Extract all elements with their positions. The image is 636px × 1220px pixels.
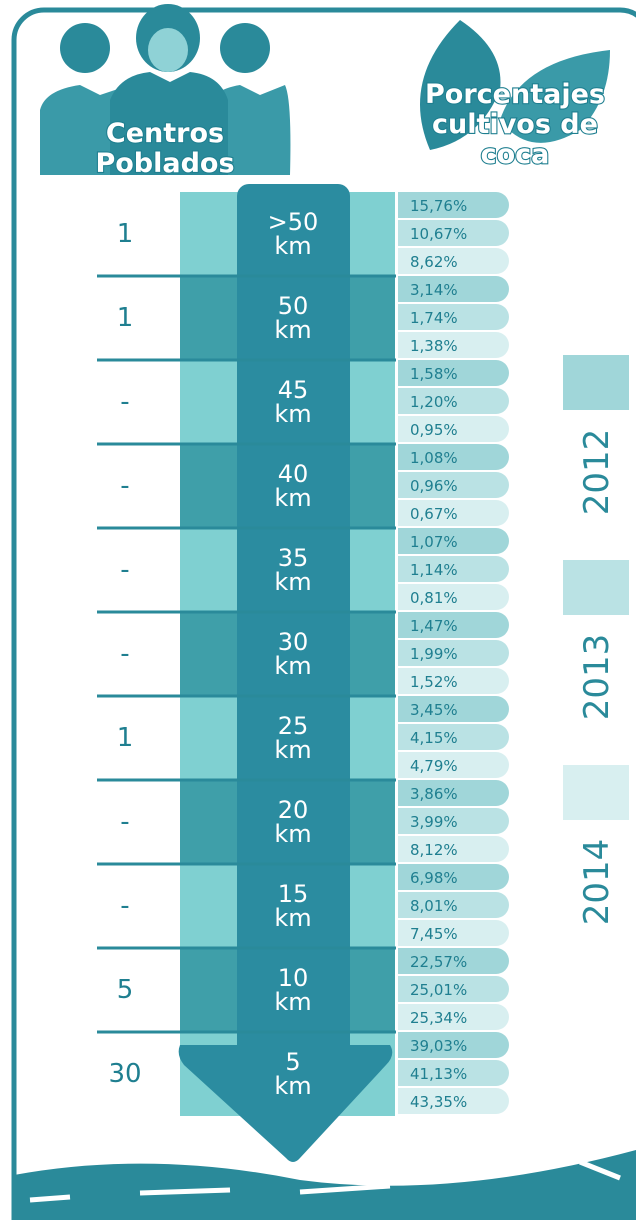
distance-unit: km [274,904,311,932]
distance-unit: km [274,1072,311,1100]
percent-value: 0,95% [410,421,458,439]
percent-value: 43,35% [410,1093,467,1111]
distance-unit: km [274,736,311,764]
percent-value: 8,62% [410,253,458,271]
centros-value: 1 [117,219,134,249]
centros-value: 5 [117,975,134,1005]
percent-value: 0,81% [410,589,458,607]
percent-value: 8,01% [410,897,458,915]
percent-value: 4,79% [410,757,458,775]
distance-unit: km [274,400,311,428]
percent-value: 10,67% [410,225,467,243]
centros-value: 1 [117,723,134,753]
distance-unit: km [274,232,311,260]
percent-value: 3,14% [410,281,458,299]
percent-value: 1,38% [410,337,458,355]
distance-unit: km [274,316,311,344]
right-title: cultivos de [432,109,598,140]
left-title: Poblados [95,148,234,179]
centros-value: - [120,471,129,501]
percent-value: 1,58% [410,365,458,383]
percent-value: 22,57% [410,953,467,971]
legend-year: 2012 [577,429,617,516]
centros-value: 1 [117,303,134,333]
distance-unit: km [274,652,311,680]
distance-unit: km [274,568,311,596]
centros-value: - [120,807,129,837]
percent-value: 3,45% [410,701,458,719]
percent-value: 15,76% [410,197,467,215]
legend-year: 2013 [577,634,617,721]
distance-unit: km [274,484,311,512]
percent-value: 25,34% [410,1009,467,1027]
percent-value: 6,98% [410,869,458,887]
percent-value: 8,12% [410,841,458,859]
percent-value: 1,47% [410,617,458,635]
percent-value: 39,03% [410,1037,467,1055]
legend-year: 2014 [577,839,617,926]
distance-unit: km [274,820,311,848]
legend-swatch [563,765,629,820]
percent-value: 3,99% [410,813,458,831]
percent-value: 41,13% [410,1065,467,1083]
legend-swatch [563,355,629,410]
right-title: coca [481,139,550,170]
centros-value: - [120,891,129,921]
percent-value: 1,74% [410,309,458,327]
left-title: Centros [106,118,224,149]
percent-value: 1,07% [410,533,458,551]
centros-value: 30 [108,1059,141,1089]
percent-value: 0,96% [410,477,458,495]
legend-swatch [563,560,629,615]
percent-value: 0,67% [410,505,458,523]
centros-value: - [120,387,129,417]
percent-value: 1,99% [410,645,458,663]
percent-value: 1,52% [410,673,458,691]
percent-value: 25,01% [410,981,467,999]
percent-value: 4,15% [410,729,458,747]
percent-value: 3,86% [410,785,458,803]
infographic: 1>50km15,76%10,67%8,62%150km3,14%1,74%1,… [0,0,636,1220]
percent-value: 1,20% [410,393,458,411]
right-title: Porcentajes [425,79,605,110]
percent-value: 7,45% [410,925,458,943]
centros-value: - [120,639,129,669]
percent-value: 1,08% [410,449,458,467]
centros-value: - [120,555,129,585]
percent-value: 1,14% [410,561,458,579]
distance-unit: km [274,988,311,1016]
